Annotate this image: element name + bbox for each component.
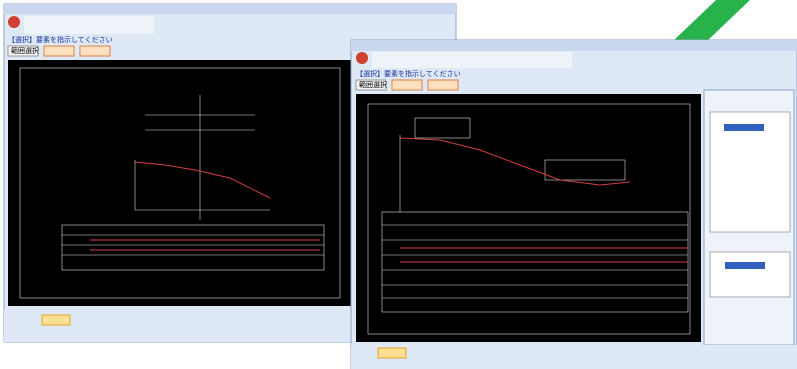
cad-canvas — [8, 60, 352, 306]
selected-item[interactable] — [725, 262, 765, 269]
button[interactable] — [391, 79, 423, 91]
app-button[interactable] — [8, 16, 20, 28]
ribbon — [24, 16, 154, 34]
cad-drawing — [19, 67, 341, 299]
ribbon — [372, 52, 572, 68]
window-2: 【選択】要素を指示してください 範囲選択 — [350, 39, 797, 369]
prompt: 【選択】要素を指示してください — [8, 35, 113, 44]
button[interactable] — [355, 79, 387, 91]
button[interactable] — [79, 45, 111, 57]
cad-drawing — [367, 103, 691, 335]
property-list — [709, 251, 791, 298]
layer-list — [709, 111, 791, 233]
green-stripe — [672, 0, 750, 42]
cad-canvas — [356, 94, 701, 342]
status-button[interactable] — [41, 314, 71, 326]
button-label: 範囲選択 — [359, 80, 387, 89]
prompt: 【選択】要素を指示してください — [356, 69, 461, 78]
button-label: 範囲選択 — [11, 46, 39, 55]
title-bar — [351, 40, 797, 51]
selected-item[interactable] — [724, 124, 764, 131]
button[interactable] — [427, 79, 459, 91]
button[interactable] — [7, 45, 39, 57]
status-bar — [351, 345, 797, 369]
status-button[interactable] — [377, 347, 407, 359]
title-bar — [4, 4, 456, 14]
app-button[interactable] — [356, 52, 368, 64]
button[interactable] — [43, 45, 75, 57]
